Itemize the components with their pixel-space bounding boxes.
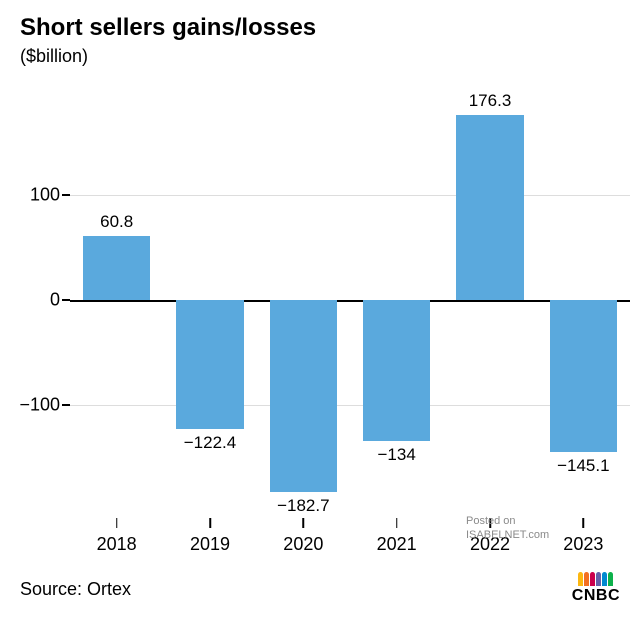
- bar-value-label: −182.7: [277, 496, 329, 516]
- source-attribution: Source: Ortex: [20, 579, 131, 600]
- cnbc-logo-text: CNBC: [572, 588, 620, 604]
- x-axis-tick-mark: [116, 518, 118, 528]
- y-axis-tick-mark: [62, 404, 70, 406]
- y-axis-tick-mark: [62, 194, 70, 196]
- gridline: [70, 195, 630, 196]
- bar-value-label: −145.1: [557, 456, 609, 476]
- chart-subtitle: ($billion): [20, 46, 88, 67]
- x-axis-tick-mark: [396, 518, 398, 528]
- peacock-feather: [584, 572, 589, 586]
- chart-container: { "title": "Short sellers gains/losses",…: [0, 0, 640, 620]
- bar-value-label: 176.3: [469, 91, 512, 111]
- y-axis-tick-mark: [62, 299, 70, 301]
- bar: [456, 115, 523, 300]
- bar-value-label: 60.8: [100, 212, 133, 232]
- x-axis-tick-label: 2018: [97, 534, 137, 555]
- peacock-feather: [590, 572, 595, 586]
- gridline: [70, 405, 630, 406]
- peacock-feather: [602, 572, 607, 586]
- bar-value-label: −122.4: [184, 433, 236, 453]
- x-axis-tick-label: 2023: [563, 534, 603, 555]
- x-axis-tick-label: 2020: [283, 534, 323, 555]
- x-axis-tick-mark: [303, 518, 305, 528]
- x-axis-tick-mark: [209, 518, 211, 528]
- peacock-feather: [578, 572, 583, 586]
- x-axis-tick-label: 2019: [190, 534, 230, 555]
- bar: [363, 300, 430, 441]
- watermark-line1: Posted on: [466, 515, 516, 527]
- watermark: Posted on ISABELNET.com: [466, 514, 549, 543]
- x-axis-tick-label: 2021: [377, 534, 417, 555]
- x-axis-tick-mark: [583, 518, 585, 528]
- peacock-feather: [608, 572, 613, 586]
- bar: [176, 300, 243, 429]
- peacock-icon: [577, 572, 615, 586]
- bar-value-label: −134: [378, 445, 416, 465]
- cnbc-logo: CNBC: [572, 572, 620, 604]
- chart-title: Short sellers gains/losses: [20, 14, 316, 42]
- zero-axis-line: [70, 300, 630, 302]
- peacock-feather: [596, 572, 601, 586]
- bar: [550, 300, 617, 452]
- watermark-line2: ISABELNET.com: [466, 529, 549, 541]
- bar-chart: −100010060.82018−122.42019−182.72020−134…: [70, 90, 630, 510]
- bar: [83, 236, 150, 300]
- bar: [270, 300, 337, 492]
